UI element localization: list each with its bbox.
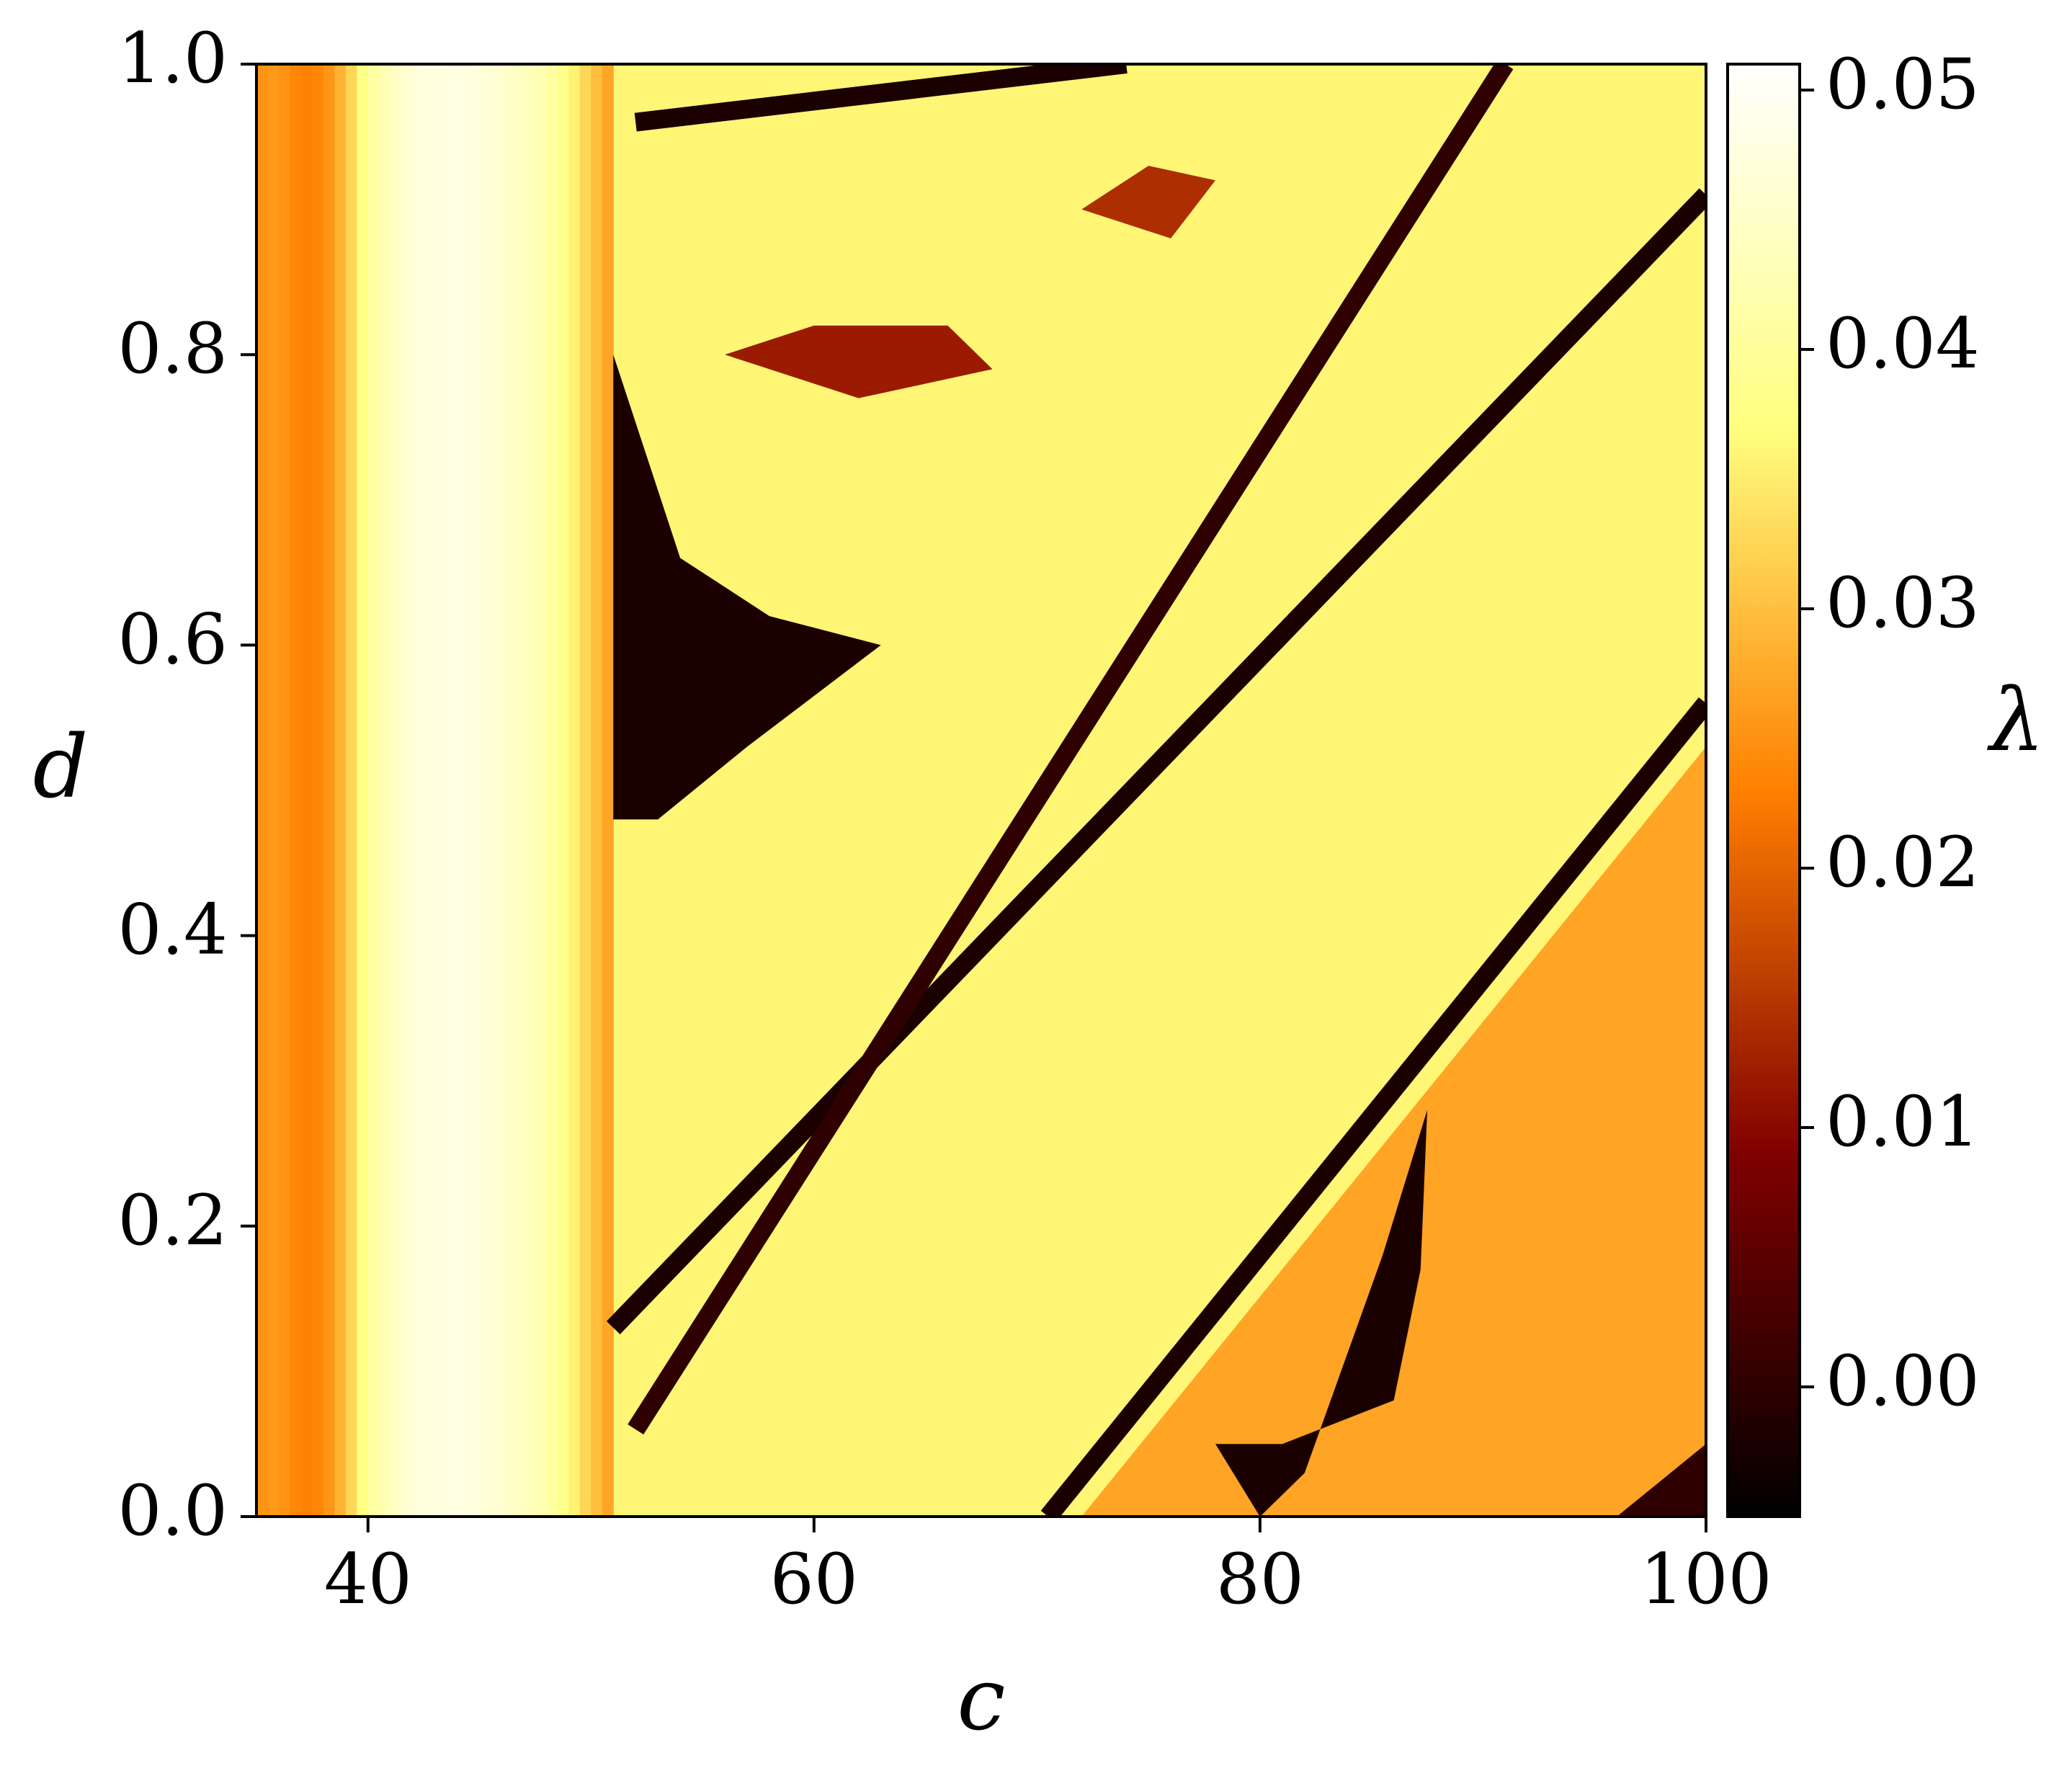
colorbar-title: λ [1987,671,2045,771]
periodic-region [613,354,881,820]
left-band-cell [434,64,447,1517]
left-band-cell [300,64,313,1517]
y-tick-label: 0.6 [117,599,228,679]
colorbar-tick-label: 0.05 [1826,44,1980,125]
left-band-cell [457,64,469,1517]
left-band-cell [446,64,458,1517]
colorbar: 0.00 0.01 0.02 0.03 0.04 0.05 [1726,44,1980,1518]
periodic-stripe [628,64,1514,1435]
left-band-cell [535,64,547,1517]
dim-region [925,746,1706,1517]
left-band-cell [479,64,491,1517]
left-band-cell [491,64,503,1517]
left-band-cell [334,64,347,1517]
left-band-cell [390,64,402,1517]
left-band-cell [278,64,291,1517]
left-band-cell [602,64,614,1517]
left-band-cell [546,64,558,1517]
y-tick-label: 0.4 [117,890,228,970]
left-band-cell [501,64,514,1517]
left-band-cell [312,64,324,1517]
left-band-cell [401,64,414,1517]
colorbar-tick-label: 0.01 [1826,1081,1980,1162]
left-band-cell [267,64,280,1517]
y-axis-title: d [33,718,89,818]
left-band-cell [468,64,481,1517]
heatmap-cells [256,64,1706,1517]
left-band-cell [512,64,525,1517]
dim-region [1081,166,1216,238]
x-tick-label: 80 [1216,1539,1304,1620]
left-band-cell [557,64,569,1517]
y-axis: 0.0 0.2 0.4 0.6 0.8 1.0 [117,18,256,1551]
left-band-cell [424,64,436,1517]
left-band-cell [345,64,357,1517]
y-tick-label: 0.2 [117,1180,228,1261]
left-band-cell [591,64,603,1517]
periodic-stripe [606,188,1706,1334]
colorbar-gradient [1728,64,1800,1517]
colorbar-tick-label: 0.02 [1826,822,1980,903]
periodic-region [1215,1110,1428,1517]
colorbar-ticks: 0.00 0.01 0.02 0.03 0.04 0.05 [1800,44,1980,1421]
periodic-region [1617,1444,1706,1517]
left-band-cell [290,64,302,1517]
plot-frame [255,63,1707,1518]
x-tick-label: 40 [324,1539,412,1620]
x-tick-label: 100 [1640,1539,1772,1620]
x-tick-label: 60 [770,1539,858,1620]
periodic-stripe [634,64,1127,132]
heatmap-plot-area [256,64,1706,1517]
colorbar-tick-label: 0.04 [1826,303,1980,384]
left-band-cell [568,64,581,1517]
left-band-cell [379,64,391,1517]
colorbar-tick-label: 0.03 [1826,563,1980,643]
colorbar-tick-label: 0.00 [1826,1341,1980,1421]
left-band-cell [357,64,369,1517]
y-tick-label: 0.8 [117,308,228,389]
left-band-cell [579,64,591,1517]
x-axis-title: c [957,1650,1005,1750]
periodic-stripe [1040,697,1706,1517]
x-axis: 40 60 80 100 [324,1517,1772,1620]
left-band-cell [323,64,335,1517]
y-tick-label: 0.0 [117,1470,228,1551]
left-band-cell [524,64,536,1517]
dim-region [725,325,993,398]
left-band-cell [367,64,380,1517]
left-band-cell [256,64,269,1517]
left-band-cell [412,64,424,1517]
y-tick-label: 1.0 [117,18,228,99]
colorbar-frame [1726,63,1801,1518]
